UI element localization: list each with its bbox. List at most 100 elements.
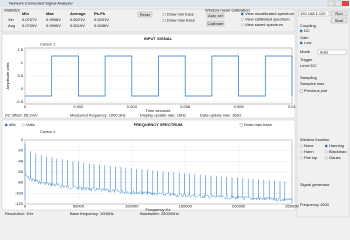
address-text: 192.168.1.120 <box>300 11 326 16</box>
spectrum-trace <box>24 144 293 202</box>
x-tick-label: 150000 <box>179 204 193 209</box>
stat-value: 0.9995V <box>46 23 61 28</box>
radio[interactable] <box>324 150 328 154</box>
start-button[interactable]: Start <box>335 18 344 23</box>
radio[interactable] <box>299 41 303 45</box>
y-tick-label: -0.5 <box>16 99 24 104</box>
auto-set-button[interactable]: Auto set <box>208 13 224 18</box>
x-tick-label: 100000 <box>125 204 139 209</box>
y-tick-label: -20 <box>17 148 24 153</box>
x-tick-label: 200000 <box>232 204 246 209</box>
radio-label: Gauss <box>329 155 341 160</box>
radio-label: Hanning <box>329 143 344 148</box>
group-title: Trigger <box>300 57 313 62</box>
calibrate-button[interactable]: Calibrate <box>207 21 224 26</box>
radio-label: View calibrated spectrum <box>245 17 290 22</box>
group-title: Signal generator <box>300 182 330 187</box>
radio[interactable] <box>324 156 328 160</box>
minimize-button[interactable] <box>327 0 335 7</box>
y-tick-label: -80 <box>17 180 24 185</box>
info-text: Resolution: 1Hz <box>5 211 33 216</box>
button-frame[interactable] <box>330 17 348 24</box>
button-frame[interactable] <box>137 11 153 18</box>
window-title: Network Connected Signal Analyzer <box>9 1 73 6</box>
plot-title: FREQUENCY SPECTRUM <box>134 122 183 127</box>
x-tick-label: 250000 <box>285 204 299 209</box>
radio[interactable] <box>299 29 303 33</box>
x-tick-label: 0.008 <box>234 104 245 109</box>
x-tick-label: 0.01 <box>288 104 297 109</box>
y-tick-label: 1 <box>21 60 24 65</box>
y-tick-label: 0 <box>21 86 24 91</box>
radio-label: View uncalibrated spectrum <box>245 11 295 16</box>
field-label: Frequency 1000 <box>300 202 330 207</box>
y-tick-label: 0 <box>21 137 24 142</box>
y-tick-label: 0.5 <box>17 73 23 78</box>
y-tick-label: -100 <box>15 190 24 195</box>
field-label: Mode <box>300 49 311 54</box>
button-frame[interactable] <box>206 20 225 27</box>
group-title: Statistics <box>4 8 20 13</box>
reset-button[interactable]: Reset <box>140 12 151 17</box>
checkbox-label: Draw max trace <box>167 18 196 23</box>
info-text: Measured frequency: 1000.3Hz <box>70 113 126 118</box>
y-tick-label: -40 <box>17 158 24 163</box>
radio[interactable] <box>4 123 8 127</box>
info-text: Display update rate: 16Hz <box>140 113 186 118</box>
address-field[interactable] <box>298 10 330 17</box>
group-title: Window function <box>300 137 329 142</box>
dropdown-value: Auto <box>320 49 329 54</box>
radio[interactable] <box>299 156 303 160</box>
info-text: DC offset: 65.2mV <box>5 113 38 118</box>
radio[interactable] <box>299 150 303 154</box>
stat-value: 0.9286V <box>94 23 109 28</box>
radio[interactable] <box>324 144 328 148</box>
radio-label: Low <box>304 40 311 45</box>
checkbox[interactable] <box>239 123 243 127</box>
dropdown[interactable] <box>317 49 347 55</box>
stat-value: 0.0707V <box>22 17 37 22</box>
stat-header: Max <box>46 11 55 16</box>
waveform <box>25 55 293 97</box>
plot-title: INPUT SIGNAL <box>144 36 173 41</box>
info-text: Data update rate: 16Hz <box>200 113 241 118</box>
x-axis-label: Time seconds <box>146 108 171 113</box>
y-tick-label: -60 <box>17 169 24 174</box>
radio[interactable] <box>240 18 244 21</box>
checkbox[interactable] <box>299 89 303 93</box>
x-axis-label: Frequency Hz <box>146 207 171 212</box>
cursor-label: Cursor 1 <box>40 129 56 134</box>
maximize-button[interactable] <box>334 0 342 7</box>
button-frame[interactable] <box>330 10 348 17</box>
group-title: Sampling <box>300 75 317 80</box>
radio-label: Hann <box>304 149 314 154</box>
stat-header: Pk-Pk <box>94 11 106 16</box>
checkbox-label: Draw max trace <box>244 122 273 127</box>
x-tick-label: 0 <box>24 104 27 109</box>
radio-label: Blackman <box>329 149 347 154</box>
close-button[interactable] <box>342 1 349 6</box>
x-tick-label: 0 <box>24 204 27 209</box>
field-label: Level DC <box>300 63 317 68</box>
run-button[interactable]: Run <box>335 11 342 16</box>
radio[interactable] <box>299 144 303 148</box>
radio-label: None <box>304 143 314 148</box>
radio[interactable] <box>240 23 244 27</box>
x-tick-label: 50000 <box>73 204 85 209</box>
title-bar <box>0 0 350 7</box>
stat-header: Min <box>22 11 29 16</box>
radio[interactable] <box>240 12 244 16</box>
checkbox-label: Draw min trace <box>167 12 195 17</box>
x-tick-label: 0.004 <box>127 104 138 109</box>
radio-label: dBv <box>9 122 16 127</box>
info-text: Base frequency: 1000Hz <box>70 211 114 216</box>
checkbox[interactable] <box>162 13 166 16</box>
statistics-group <box>1 8 296 33</box>
field-label: Samples max <box>300 81 324 86</box>
stat-label: Vin <box>8 17 14 22</box>
stat-label: Avg <box>8 23 15 28</box>
radio[interactable] <box>21 123 25 127</box>
checkbox[interactable] <box>162 19 166 22</box>
button-frame[interactable] <box>206 12 225 19</box>
radio-label: DC <box>304 28 310 33</box>
